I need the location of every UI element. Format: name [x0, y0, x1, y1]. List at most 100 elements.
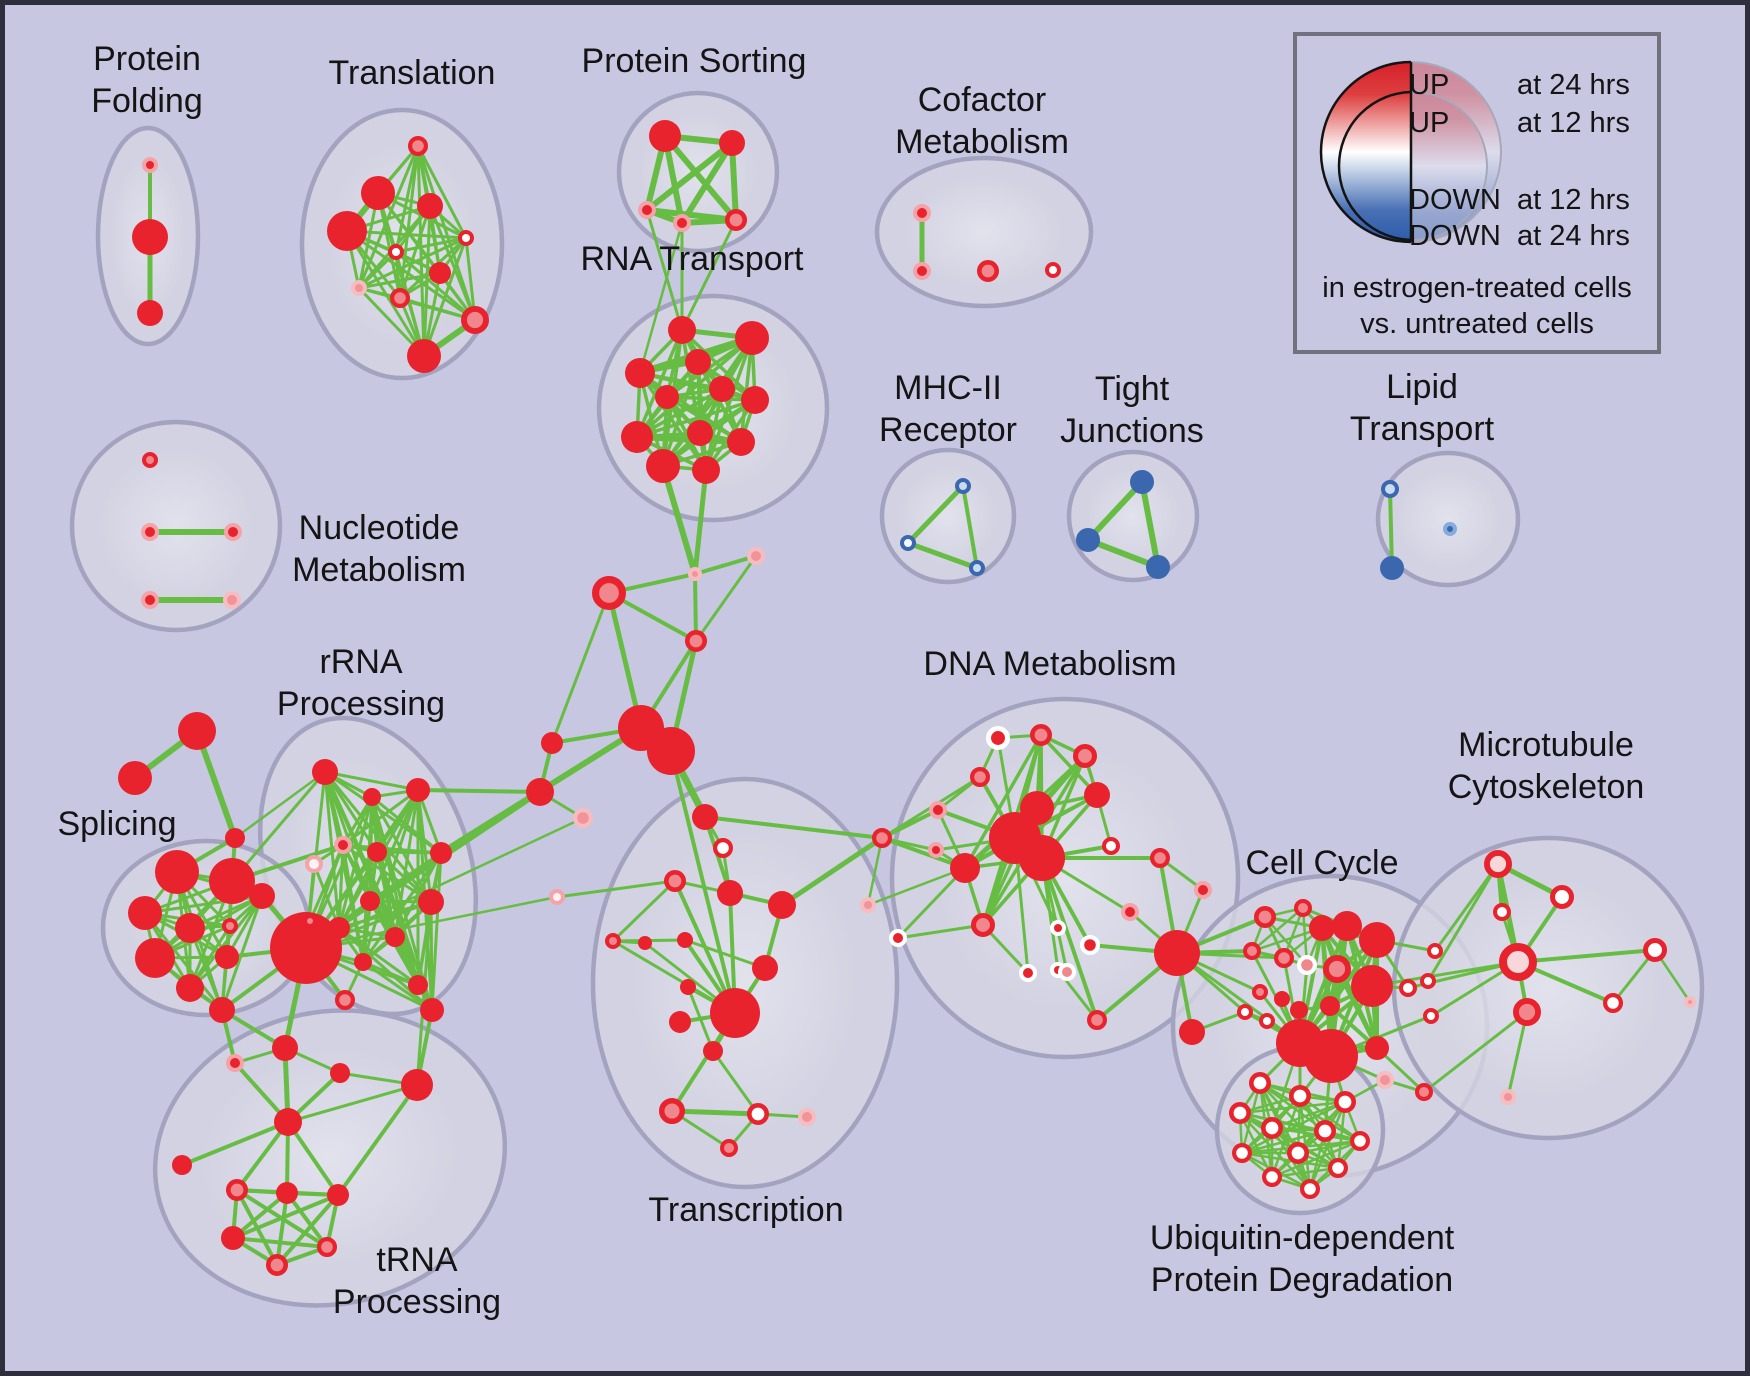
node-rt12: [692, 456, 720, 484]
edge-cc10-mt4: [1371, 960, 1519, 988]
cluster-label-microtubule-cytoskeleton-line1: Microtubule: [1458, 726, 1634, 764]
node-cc24: [1427, 943, 1443, 959]
cluster-label-mhc-ii-receptor-line1: MHC-II: [894, 369, 1002, 407]
node-tg3: [225, 828, 245, 848]
legend-time-label: at 12 hrs: [1517, 107, 1630, 139]
node-tx4: [717, 880, 743, 906]
node-tx12: [703, 1041, 723, 1061]
node-sp2: [209, 858, 255, 904]
node-lk3: [572, 807, 593, 828]
node-tj2: [1076, 528, 1100, 552]
node-cc12: [1274, 991, 1290, 1007]
node-tx1: [692, 804, 718, 830]
node-tr7: [429, 262, 451, 284]
node-dm19: [889, 929, 907, 947]
edge-tn5-tn9: [286, 1120, 340, 1197]
node-ub5: [1261, 1117, 1284, 1140]
cluster-ellipse-nucleotide-metabolism: [69, 419, 283, 633]
node-rr6: [367, 842, 387, 862]
node-tr1: [408, 136, 429, 157]
edge-sp5-sp10: [220, 895, 264, 1011]
node-ub8: [1231, 1142, 1252, 1163]
node-txH: [710, 988, 760, 1038]
node-tx9: [752, 955, 778, 981]
edge-hub2-txH: [669, 750, 737, 1014]
node-mt2: [1550, 885, 1575, 910]
edge-mh2-mh3: [907, 540, 978, 571]
node-rr7: [430, 842, 452, 864]
edge-lk3-rrH: [305, 816, 584, 950]
node-rt6: [655, 385, 679, 409]
cluster-ellipse-tight-junctions: [1066, 449, 1200, 583]
node-mt9: [1500, 1089, 1516, 1105]
node-mt8: [1684, 996, 1696, 1008]
cluster-label-rrna-processing-line2: Processing: [277, 685, 445, 723]
edge-rr16-rr4: [308, 844, 345, 922]
legend-caption-line2: vs. untreated cells: [1360, 308, 1594, 340]
edge-mt5-mt9: [1506, 1011, 1529, 1098]
cluster-label-mhc-ii-receptor-line2: Receptor: [879, 411, 1017, 449]
cluster-ellipse-mhc-ii-receptor: [879, 447, 1017, 585]
node-rrH: [270, 912, 342, 984]
node-cc3: [1309, 915, 1335, 941]
node-mt7: [1643, 938, 1668, 963]
node-nm4: [141, 591, 159, 609]
node-tx13: [658, 1097, 685, 1124]
node-dm18: [971, 913, 996, 938]
edge-rr8-rr15: [429, 901, 434, 1011]
node-tr10: [461, 306, 490, 335]
legend-direction-label: UP: [1409, 69, 1450, 101]
node-ub1: [1249, 1072, 1272, 1095]
node-mh1: [955, 478, 971, 494]
node-ps4: [673, 214, 691, 232]
node-tr8: [351, 280, 367, 296]
edge-tr4-tr10: [346, 229, 476, 322]
cluster-label-cofactor-metabolism-line2: Metabolism: [895, 123, 1069, 161]
cluster-label-translation-line1: Translation: [329, 54, 496, 92]
node-rr9: [360, 891, 380, 911]
edge-ps2-ps3: [645, 140, 734, 213]
edge-ps2-ps4: [679, 141, 735, 225]
cluster-ellipse-transcription: [590, 776, 900, 1190]
node-ps1: [649, 120, 681, 152]
node-rt9: [687, 420, 713, 446]
node-pf3: [137, 300, 163, 326]
node-sp6: [222, 918, 238, 934]
node-sp9: [215, 945, 239, 969]
node-cc10: [1351, 965, 1393, 1007]
node-mh3: [969, 560, 985, 576]
edge-tn9-tn10: [232, 1193, 339, 1240]
edge-ch3-ch4: [694, 555, 758, 642]
node-tx3: [663, 869, 686, 892]
cluster-label-lipid-transport-line2: Transport: [1350, 410, 1495, 448]
edge-dm2-dm11: [963, 734, 1043, 869]
node-tr4: [327, 211, 367, 251]
node-sp10: [209, 997, 235, 1023]
edge-lt1-lt2: [1388, 488, 1394, 569]
node-tn13: [401, 1069, 433, 1101]
edge-tr6-tr8: [357, 250, 398, 290]
edge-tn5-tn6: [181, 1120, 289, 1167]
node-rr4: [334, 836, 352, 854]
edge-rr2-rr9: [368, 789, 420, 902]
node-tj3: [1146, 555, 1170, 579]
node-rr8: [418, 889, 444, 915]
edge-rr6-rr10: [337, 851, 379, 929]
node-ps3: [638, 201, 656, 219]
legend-direction-label: UP: [1409, 107, 1450, 139]
node-rr2: [406, 778, 430, 802]
node-tx2: [712, 837, 733, 858]
edge-rt3-rt12: [638, 372, 708, 471]
edge-ps1-ps5: [662, 134, 739, 222]
node-tr6: [388, 244, 404, 260]
node-tn6: [172, 1155, 192, 1175]
node-sp4: [175, 913, 205, 943]
edge-tn9-tn12: [275, 1193, 340, 1267]
node-hub2: [647, 727, 695, 775]
edge-rt12-ch1: [692, 469, 709, 575]
node-nm2: [141, 523, 159, 541]
node-cm4: [1045, 262, 1061, 278]
node-cc2: [1294, 899, 1312, 917]
